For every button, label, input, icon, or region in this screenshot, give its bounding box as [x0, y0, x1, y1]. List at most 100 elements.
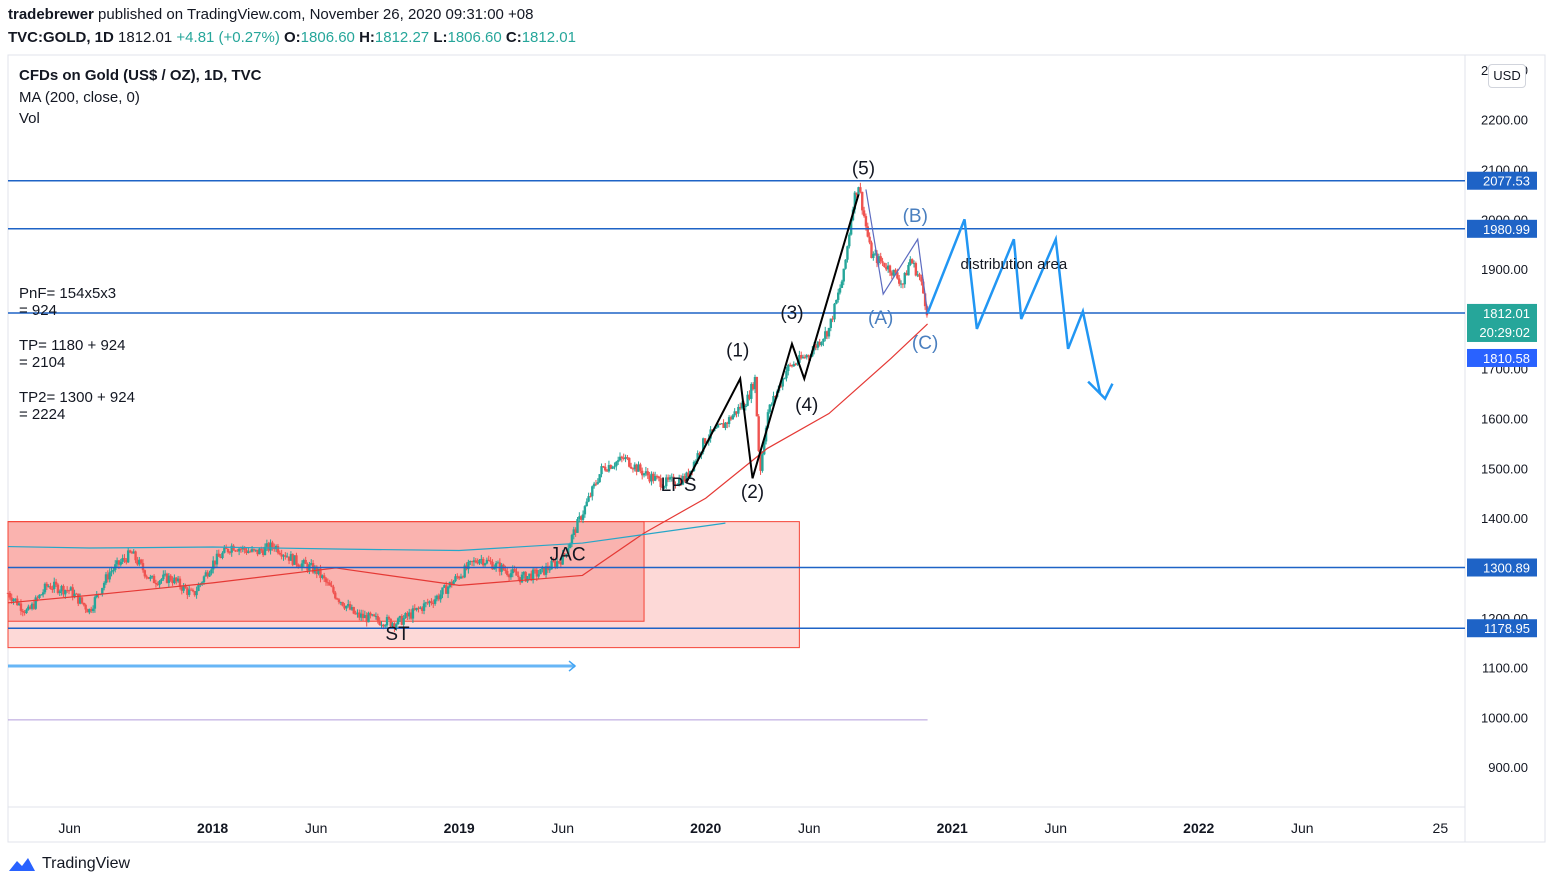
candle-body [820, 341, 823, 346]
candle-body [920, 276, 923, 282]
candle [544, 562, 548, 578]
candle-body [609, 465, 612, 469]
candle [51, 585, 54, 593]
candle-body [126, 550, 130, 563]
chart-frame [7, 54, 1546, 843]
candle-body [722, 423, 725, 428]
candle [130, 550, 134, 554]
candle [354, 610, 357, 615]
candle-body [254, 549, 257, 551]
candle-body [624, 457, 627, 460]
candle [367, 611, 370, 623]
candle-body [77, 593, 80, 604]
candle-body [382, 624, 385, 627]
candle [873, 249, 877, 256]
candle [607, 460, 611, 473]
candle [361, 609, 365, 622]
candle-body [676, 484, 679, 486]
candle [25, 608, 28, 614]
candle [234, 549, 237, 552]
candle [737, 404, 740, 417]
candle-body [210, 569, 213, 574]
ma-legend[interactable]: MA (200, close, 0) [19, 89, 140, 106]
candle-body [504, 569, 507, 571]
candle-body [735, 411, 738, 414]
candle [718, 423, 722, 425]
candle [825, 330, 829, 340]
candle [611, 465, 614, 470]
candle-body [191, 589, 195, 592]
candle-body [507, 575, 511, 578]
candle-body [365, 615, 368, 623]
candle-body [861, 191, 864, 211]
candle-body [559, 561, 563, 565]
annotation-label: (4) [795, 395, 818, 416]
candle [720, 422, 723, 425]
candle [156, 581, 159, 586]
candle [347, 599, 350, 608]
candle-body [371, 614, 374, 616]
candle-body [167, 575, 171, 583]
candle-body [302, 559, 306, 564]
close-label: C: [505, 29, 522, 46]
candle [474, 558, 477, 564]
candle-body [422, 603, 426, 611]
candle-body [842, 268, 845, 282]
candle [441, 587, 444, 599]
candle-body [269, 542, 272, 551]
candle [175, 577, 178, 585]
candle [910, 258, 914, 264]
candle-body [443, 585, 446, 588]
candle [439, 590, 442, 603]
candle [618, 452, 622, 462]
candle-body [480, 558, 483, 560]
candle [195, 586, 198, 599]
candle-body [141, 563, 145, 571]
author-name[interactable]: tradebrewer [8, 6, 94, 23]
candle-body [224, 547, 228, 550]
candle [727, 415, 731, 428]
candle [628, 457, 631, 468]
candle-body [263, 546, 267, 556]
projection-path [926, 218, 1114, 401]
candle [589, 492, 592, 498]
y-tick-label: 1100.00 [1482, 661, 1528, 676]
candle-body [849, 220, 853, 235]
candle-body [750, 383, 753, 399]
candle [659, 474, 662, 491]
candle-body [574, 529, 577, 533]
candle-body [30, 603, 34, 609]
candle-body [485, 559, 489, 564]
candle-body [186, 588, 189, 595]
candle [792, 361, 796, 367]
candle-body [535, 569, 539, 577]
footer-brand[interactable]: TradingView [8, 855, 130, 873]
candle-body [200, 582, 204, 584]
candle-body [567, 548, 570, 554]
candle-body [221, 552, 224, 558]
candle-body [182, 585, 185, 591]
candle [824, 326, 827, 342]
candle-body [204, 572, 208, 577]
candle [733, 408, 736, 418]
candle-body [476, 562, 479, 564]
candle [191, 588, 195, 593]
candle-body [91, 608, 95, 612]
currency-button[interactable]: USD [1488, 64, 1526, 88]
candle [800, 351, 803, 360]
candle-body [772, 396, 775, 405]
candle-body [256, 549, 259, 555]
candle-body [901, 283, 905, 285]
candle-body [247, 551, 250, 553]
candle-body [45, 583, 49, 587]
candle [807, 354, 810, 361]
y-tick-label: 2200.00 [1481, 113, 1528, 128]
candle-body [78, 597, 82, 604]
candle-body [607, 465, 611, 472]
x-tick-label: 25 [1433, 820, 1449, 836]
y-tick-label: 1500.00 [1481, 461, 1528, 476]
candle [356, 609, 359, 618]
vol-legend[interactable]: Vol [19, 110, 40, 127]
candle-body [687, 472, 690, 478]
